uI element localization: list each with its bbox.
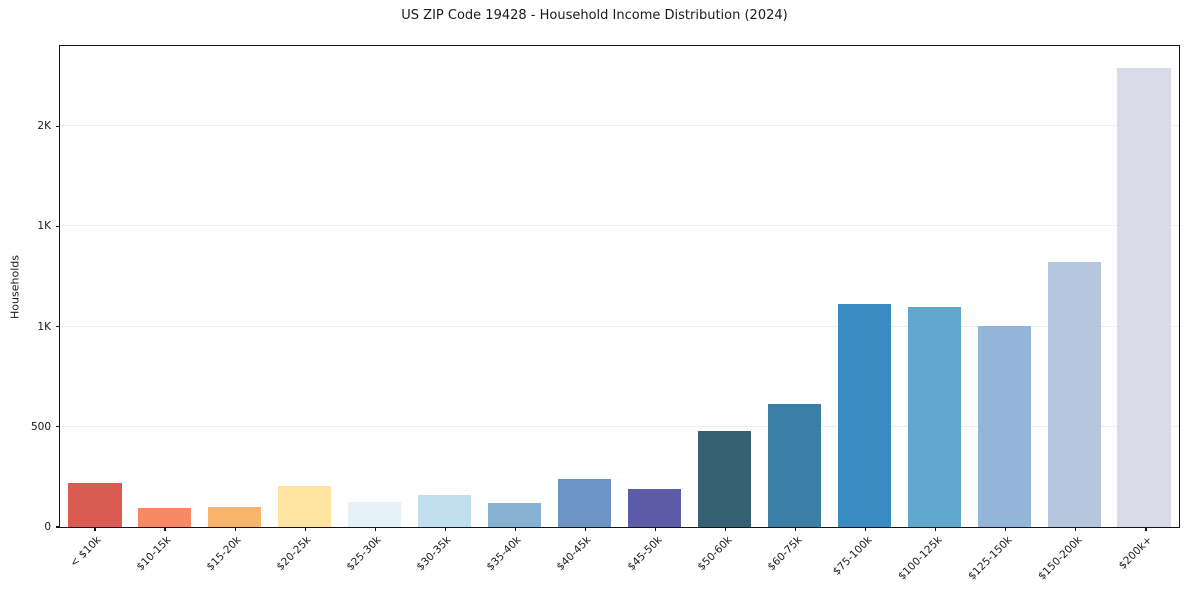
y-tick-mark [56, 326, 60, 328]
x-tick-mark [795, 527, 797, 531]
x-tick-mark [94, 527, 96, 531]
x-tick-mark [654, 527, 657, 531]
gridline [60, 325, 1179, 327]
x-tick-mark [444, 527, 446, 531]
gridline [60, 225, 1179, 227]
gridline [60, 425, 1179, 427]
y-tick-mark [56, 526, 60, 528]
bar-$25-30k [348, 501, 402, 527]
bar-slot [969, 46, 1039, 527]
bar-slot [1039, 46, 1109, 527]
bar-$60-75k [767, 403, 821, 527]
y-tick-label: 1K [37, 220, 51, 233]
bar-< $10k [68, 482, 122, 527]
bar-slot [410, 46, 480, 527]
gridline [60, 125, 1179, 127]
y-tick-mark [56, 125, 60, 127]
bar-$15-20k [208, 506, 262, 527]
bar-slot [480, 46, 550, 527]
x-tick-mark [304, 527, 306, 531]
bar-slot [1109, 46, 1179, 527]
bar-$150-200k [1047, 262, 1101, 527]
y-tick-mark [56, 225, 60, 227]
bar-$50-60k [697, 430, 751, 527]
bar-$10-15k [138, 507, 192, 527]
y-tick-label: 1K [37, 320, 51, 333]
bar-slot [689, 46, 759, 527]
bar-$75-100k [837, 303, 891, 527]
bar-slot [829, 46, 899, 527]
x-tick-mark [374, 527, 376, 531]
bar-$35-40k [488, 502, 542, 527]
x-tick-mark [164, 527, 166, 531]
bar-slot [899, 46, 969, 527]
x-tick-mark [234, 527, 236, 531]
x-tick-mark [1145, 527, 1147, 531]
x-tick-mark [865, 527, 867, 531]
bar-$200k+ [1117, 68, 1171, 527]
bar-slot [60, 46, 130, 527]
bar-slot [130, 46, 200, 527]
plot-area: 0 500 1K 1K 2K < $10k $10-15k $15-20k $20-25k $2… [9, 45, 1180, 583]
bar-slot [759, 46, 829, 527]
bar-$45-50k [627, 488, 682, 527]
bar-$100-125k [907, 306, 961, 527]
x-tick-mark [935, 527, 937, 531]
x-tick-mark [1075, 527, 1077, 531]
bar-slot [550, 46, 620, 527]
y-tick-mark [56, 426, 60, 428]
y-tick-label: 2K [37, 120, 51, 133]
y-tick-label: 0 [44, 521, 51, 533]
bar-$20-25k [278, 485, 332, 527]
bar-$30-35k [418, 494, 472, 527]
bar-slot [270, 46, 340, 527]
bar-slot [340, 46, 410, 527]
chart-title: US ZIP Code 19428 - Household Income Dis… [401, 8, 788, 23]
x-tick-mark [514, 527, 516, 531]
bars-layer [60, 46, 1179, 527]
bar-slot [200, 46, 270, 527]
y-axis-title: Households [8, 254, 22, 319]
bar-$40-45k [557, 478, 612, 527]
bar-$125-150k [977, 325, 1031, 527]
x-tick-mark [1005, 527, 1007, 531]
x-tick-mark [724, 527, 727, 531]
x-tick-label: < $10k [67, 534, 104, 570]
y-tick-label: 500 [30, 420, 51, 433]
x-axis-labels: < $10k $10-15k $15-20k $20-25k $25-30k $30-35… [60, 534, 1179, 590]
x-tick-mark [584, 527, 587, 531]
bar-slot [620, 46, 690, 527]
